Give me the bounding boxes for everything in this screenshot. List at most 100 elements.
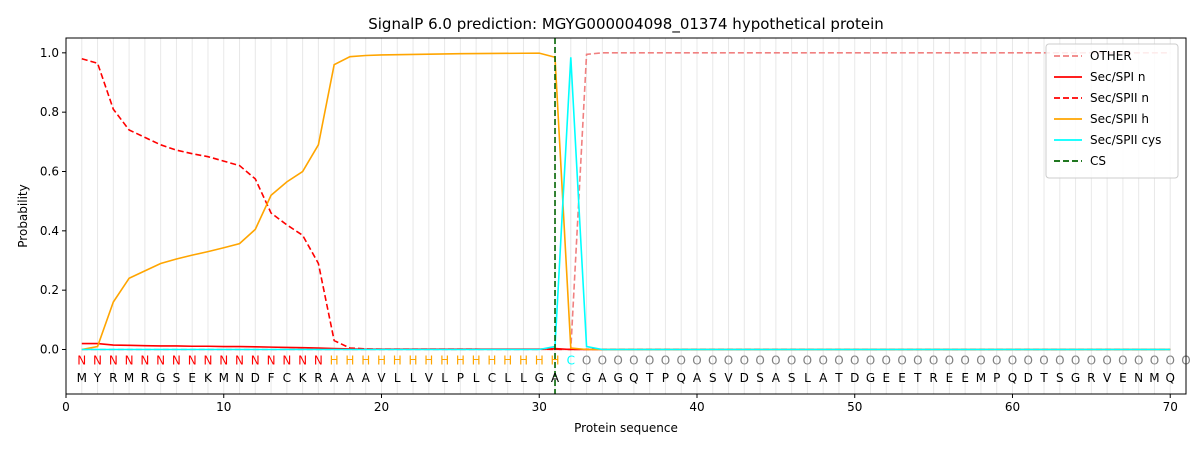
residue-letter: M: [124, 371, 134, 385]
residue-letter: K: [299, 371, 308, 385]
region-label: O: [850, 353, 859, 367]
residue-letter: E: [188, 371, 196, 385]
region-label: N: [298, 353, 307, 367]
x-tick-label: 60: [1005, 400, 1020, 414]
x-tick-label: 30: [532, 400, 547, 414]
y-tick-label: 0.0: [40, 343, 59, 357]
residue-letter: M: [77, 371, 87, 385]
region-label: N: [156, 353, 165, 367]
region-label: O: [1071, 353, 1080, 367]
residue-letter: L: [504, 371, 511, 385]
residue-letter: T: [913, 371, 922, 385]
region-label: O: [661, 353, 670, 367]
residue-letter: L: [410, 371, 417, 385]
region-label: O: [1039, 353, 1048, 367]
region-label: H: [519, 353, 528, 367]
residue-letter: T: [834, 371, 843, 385]
region-label: O: [976, 353, 985, 367]
region-label: O: [960, 353, 969, 367]
residue-letter: L: [804, 371, 811, 385]
residue-letter: C: [488, 371, 496, 385]
region-label: H: [535, 353, 544, 367]
region-label: O: [787, 353, 796, 367]
residue-letter: L: [394, 371, 401, 385]
x-tick-label: 50: [847, 400, 862, 414]
region-label: N: [235, 353, 244, 367]
residue-letter: Q: [629, 371, 638, 385]
residue-letter: E: [1119, 371, 1127, 385]
residue-letter: V: [425, 371, 434, 385]
residue-letter: G: [866, 371, 875, 385]
residue-letter: P: [993, 371, 1000, 385]
region-label: O: [1055, 353, 1064, 367]
region-label: O: [613, 353, 622, 367]
region-label: N: [314, 353, 323, 367]
region-label: N: [251, 353, 260, 367]
legend-label: Sec/SPII n: [1090, 91, 1149, 105]
region-label: O: [740, 353, 749, 367]
x-tick-label: 20: [374, 400, 389, 414]
residue-letter: T: [645, 371, 654, 385]
residue-letter: P: [457, 371, 464, 385]
region-label: O: [929, 353, 938, 367]
region-label: O: [803, 353, 812, 367]
region-label: N: [203, 353, 212, 367]
residue-letter: E: [882, 371, 890, 385]
legend-label: Sec/SPII h: [1090, 112, 1149, 126]
x-tick-label: 10: [216, 400, 231, 414]
series-line-other: [81, 52, 1171, 351]
residue-letter: G: [156, 371, 165, 385]
region-label: O: [1024, 353, 1033, 367]
legend-label: OTHER: [1090, 49, 1132, 63]
residue-letter: A: [362, 371, 371, 385]
chart-title: SignalP 6.0 prediction: MGYG000004098_01…: [368, 15, 884, 34]
region-label: H: [472, 353, 481, 367]
region-label: O: [1134, 353, 1143, 367]
residue-letter: E: [898, 371, 906, 385]
region-label: H: [361, 353, 370, 367]
region-label: H: [424, 353, 433, 367]
residue-letter: S: [1056, 371, 1064, 385]
region-label: H: [440, 353, 449, 367]
residue-letter: M: [976, 371, 986, 385]
residue-letter: M: [219, 371, 229, 385]
residue-letter: Q: [676, 371, 685, 385]
residue-letter: L: [473, 371, 480, 385]
residue-letter: D: [1024, 371, 1033, 385]
region-label: O: [818, 353, 827, 367]
region-label: O: [645, 353, 654, 367]
x-axis-label: Protein sequence: [574, 421, 678, 435]
region-label: C: [567, 353, 575, 367]
y-tick-label: 1.0: [40, 46, 59, 60]
residue-letter: D: [850, 371, 859, 385]
residue-letter: A: [693, 371, 702, 385]
residue-letter: Q: [1165, 371, 1174, 385]
region-label: N: [188, 353, 197, 367]
residue-letter: C: [567, 371, 575, 385]
region-label: O: [582, 353, 591, 367]
residue-letter: A: [598, 371, 607, 385]
region-label: N: [109, 353, 118, 367]
region-label: O: [771, 353, 780, 367]
residue-letter: G: [535, 371, 544, 385]
residue-letter: S: [788, 371, 796, 385]
residue-letter: A: [772, 371, 781, 385]
region-label: O: [1102, 353, 1111, 367]
region-label: H: [503, 353, 512, 367]
series-line-sec-spi-n: [81, 342, 1171, 351]
residue-letter: K: [204, 371, 213, 385]
region-label: O: [992, 353, 1001, 367]
region-label: O: [676, 353, 685, 367]
region-label: N: [172, 353, 181, 367]
region-label: O: [724, 353, 733, 367]
series-line-sec-spii-cys: [81, 57, 1171, 351]
residue-letter: V: [1103, 371, 1112, 385]
residue-letter: D: [251, 371, 260, 385]
residue-letter: N: [1134, 371, 1143, 385]
residue-letter: R: [314, 371, 322, 385]
legend-label: Sec/SPI n: [1090, 70, 1145, 84]
region-label: H: [330, 353, 339, 367]
residue-letter: N: [235, 371, 244, 385]
residue-letter: R: [141, 371, 149, 385]
